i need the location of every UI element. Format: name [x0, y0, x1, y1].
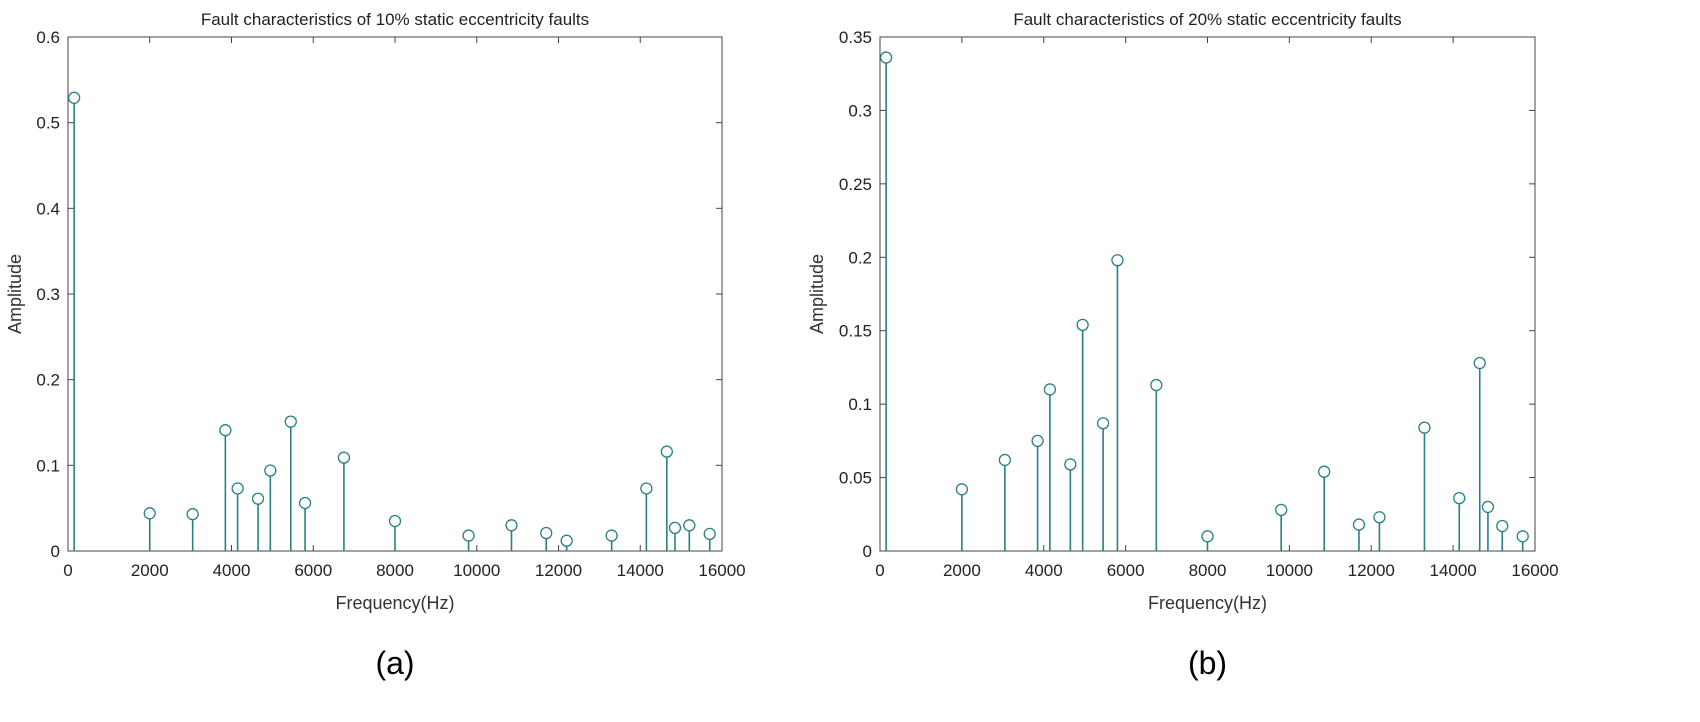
stem-marker: [1473, 356, 1486, 370]
x-tick-label: 6000: [294, 561, 332, 580]
y-tick-label: 0.6: [36, 28, 60, 47]
y-tick-label: 0.4: [36, 199, 60, 218]
stem-marker: [298, 496, 312, 510]
stem-marker: [1043, 383, 1057, 396]
stem-marker: [668, 521, 682, 535]
panel-label: (b): [1188, 645, 1227, 681]
y-tick-label: 0.35: [839, 28, 872, 47]
stem-marker: [1496, 519, 1509, 533]
stem-marker: [683, 519, 696, 532]
stem-marker: [251, 492, 265, 505]
y-tick-label: 0.15: [839, 322, 872, 341]
x-tick-label: 2000: [131, 561, 169, 580]
chart-panel-a: Fault characteristics of 10% static ecce…: [5, 10, 746, 681]
stem-marker: [143, 507, 156, 520]
x-tick-label: 0: [63, 561, 72, 580]
y-tick-label: 0.2: [36, 371, 60, 390]
y-axis-label: Amplitude: [5, 254, 25, 334]
y-tick-label: 0.3: [36, 285, 60, 304]
stem-marker: [388, 514, 402, 528]
stem-marker: [186, 508, 199, 521]
stem-marker: [605, 529, 618, 542]
stem-marker: [462, 529, 475, 542]
x-tick-label: 10000: [453, 561, 500, 580]
x-tick-label: 14000: [617, 561, 664, 580]
x-tick-label: 14000: [1429, 561, 1476, 580]
stem-marker: [1076, 318, 1089, 331]
stem-marker: [660, 445, 673, 458]
y-axis-label: Amplitude: [807, 254, 827, 334]
stem-marker: [1096, 417, 1110, 430]
y-tick-label: 0.2: [848, 248, 872, 267]
stem-marker: [337, 451, 351, 464]
stem-marker: [1275, 503, 1288, 517]
y-tick-label: 0.3: [848, 101, 872, 120]
x-tick-label: 16000: [1511, 561, 1558, 580]
x-tick-label: 8000: [376, 561, 414, 580]
y-tick-label: 0.1: [848, 395, 872, 414]
x-axis-label: Frequency(Hz): [1148, 593, 1267, 613]
stem-marker: [231, 482, 244, 495]
stem-marker: [560, 534, 573, 547]
chart-title: Fault characteristics of 20% static ecce…: [1013, 10, 1401, 29]
stem-marker: [1031, 434, 1044, 448]
chart-panel-b: Fault characteristics of 20% static ecce…: [807, 10, 1559, 681]
x-tick-label: 10000: [1266, 561, 1313, 580]
plot-area: [879, 36, 1536, 552]
stem-marker: [879, 51, 893, 64]
stem-marker: [1453, 491, 1466, 505]
y-tick-label: 0.05: [839, 469, 872, 488]
y-tick-label: 0: [51, 542, 60, 561]
y-tick-label: 0.25: [839, 175, 872, 194]
stem-marker: [640, 482, 653, 495]
stem-marker: [955, 483, 969, 496]
stem-marker: [1352, 518, 1366, 531]
stem-marker: [505, 519, 518, 532]
panel-label: (a): [375, 645, 414, 681]
stem-marker: [1373, 511, 1386, 524]
x-tick-label: 12000: [535, 561, 582, 580]
x-tick-label: 2000: [943, 561, 981, 580]
y-tick-label: 0.5: [36, 114, 60, 133]
stem-marker: [219, 424, 232, 437]
x-tick-label: 12000: [1348, 561, 1395, 580]
chart-title: Fault characteristics of 10% static ecce…: [201, 10, 589, 29]
stem-marker: [703, 527, 716, 541]
stem-marker: [284, 415, 297, 428]
stem-marker: [1201, 530, 1214, 543]
stem-marker: [1064, 458, 1077, 471]
stem-marker: [1111, 254, 1124, 267]
x-tick-label: 4000: [1025, 561, 1063, 580]
stem-marker: [1418, 421, 1431, 434]
plot-area: [67, 36, 723, 552]
stem-marker: [998, 453, 1012, 467]
x-tick-label: 6000: [1107, 561, 1145, 580]
stem-marker: [1150, 378, 1163, 392]
stem-marker: [1318, 465, 1331, 478]
stem-marker: [540, 526, 553, 540]
y-tick-label: 0: [863, 542, 872, 561]
x-tick-label: 16000: [698, 561, 745, 580]
stem-marker: [1481, 500, 1495, 514]
x-tick-label: 8000: [1189, 561, 1227, 580]
x-tick-label: 4000: [213, 561, 251, 580]
stem-marker: [1516, 530, 1529, 543]
x-axis-label: Frequency(Hz): [335, 593, 454, 613]
x-tick-label: 0: [875, 561, 884, 580]
stem-marker: [264, 464, 277, 477]
stem-marker: [67, 91, 81, 104]
y-tick-label: 0.1: [36, 456, 60, 475]
